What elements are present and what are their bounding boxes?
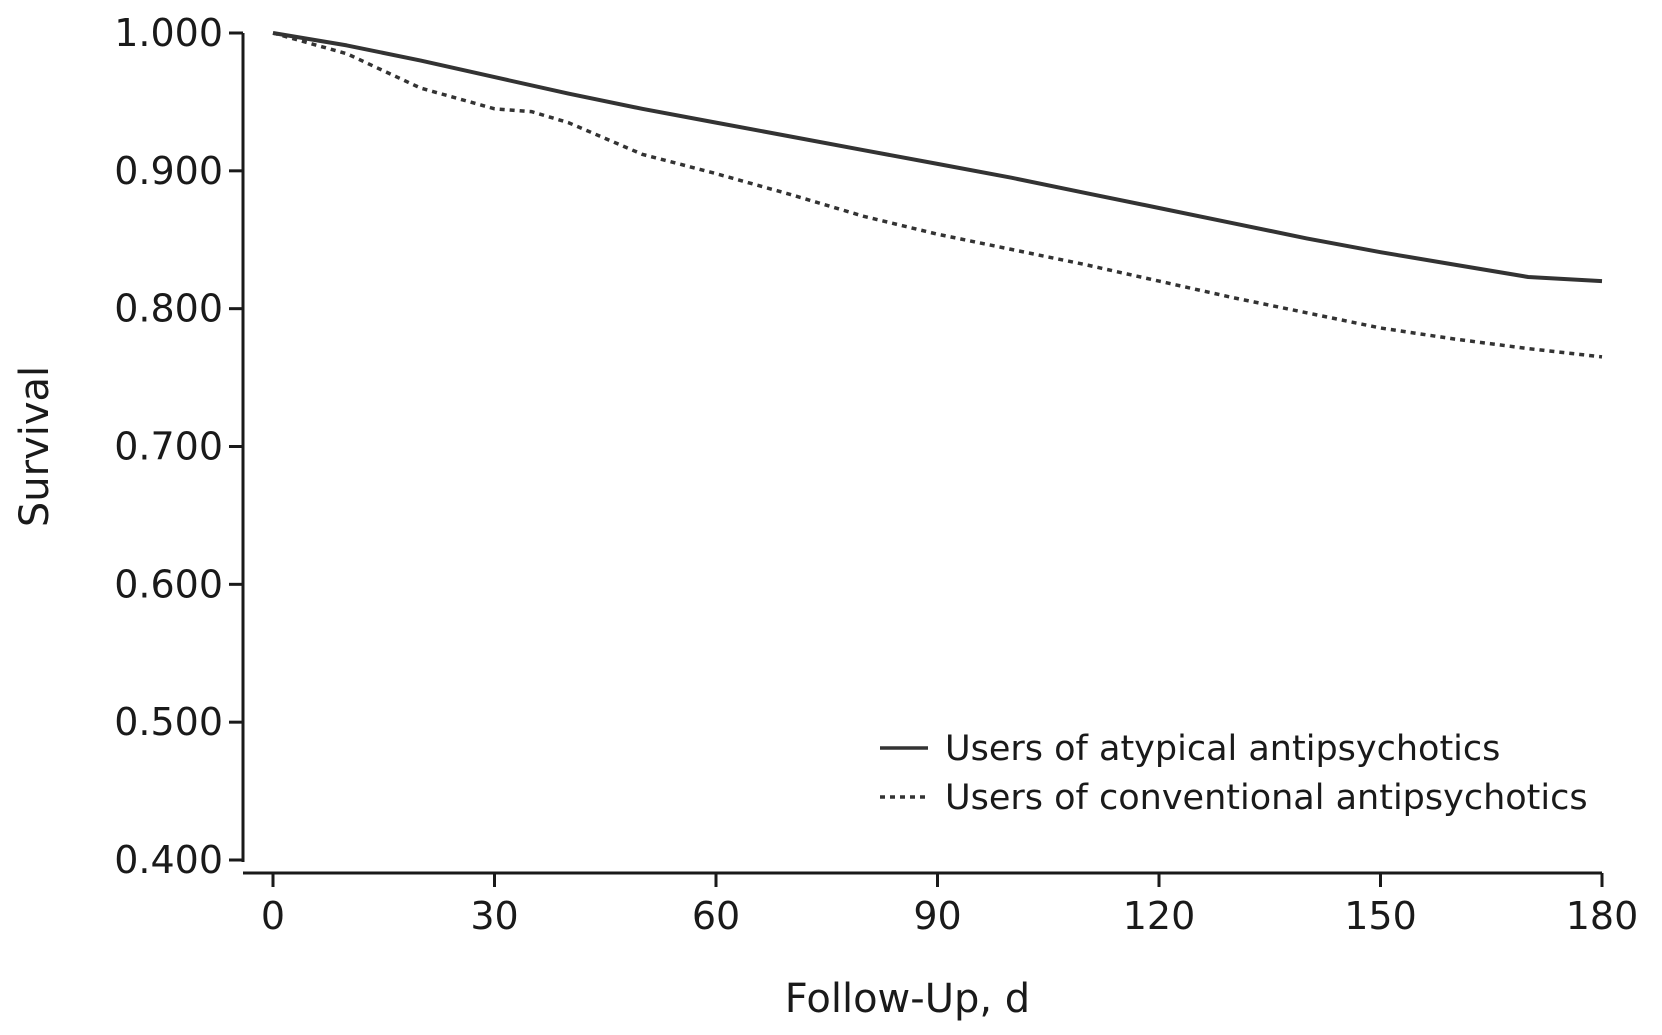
legend-label: Users of conventional antipsychotics [945,778,1588,818]
legend: Users of atypical antipsychotics Users of… [880,729,1588,818]
legend-label: Users of atypical antipsychotics [945,729,1500,769]
x-tick-label: 60 [692,894,740,938]
x-tick-label: 120 [1123,894,1196,938]
y-tick-label: 0.700 [114,425,223,469]
series-line-atypical [272,31,1603,284]
y-tick-label: 0.900 [114,149,223,193]
y-axis: 0.400 0.500 0.600 0.700 0.800 0.900 1.000 [114,11,245,882]
y-tick-label: 0.600 [114,562,223,606]
y-tick-label: 0.500 [114,700,223,744]
x-tick-label: 90 [913,894,961,938]
series-line-conventional [272,31,1603,359]
y-tick-label: 1.000 [114,11,223,55]
x-tick-label: 180 [1566,894,1639,938]
x-tick-label: 30 [470,894,518,938]
y-tick-label: 0.400 [114,838,223,882]
x-axis: 0 30 60 90 120 150 180 [243,871,1639,938]
x-axis-title: Follow-Up, d [785,976,1030,1022]
y-axis-title: Survival [12,366,58,527]
y-tick-label: 0.800 [114,287,223,331]
x-tick-label: 0 [261,894,285,938]
x-tick-label: 150 [1344,894,1417,938]
series-layer [272,31,1603,359]
